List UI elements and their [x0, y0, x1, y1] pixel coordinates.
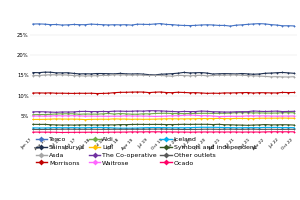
Legend: Tesco, Sainsbury's, Asda, Morrisons, Aldi, Lidl, The Co-operative, Waitrose, Ice: Tesco, Sainsbury's, Asda, Morrisons, Ald…: [36, 137, 256, 166]
